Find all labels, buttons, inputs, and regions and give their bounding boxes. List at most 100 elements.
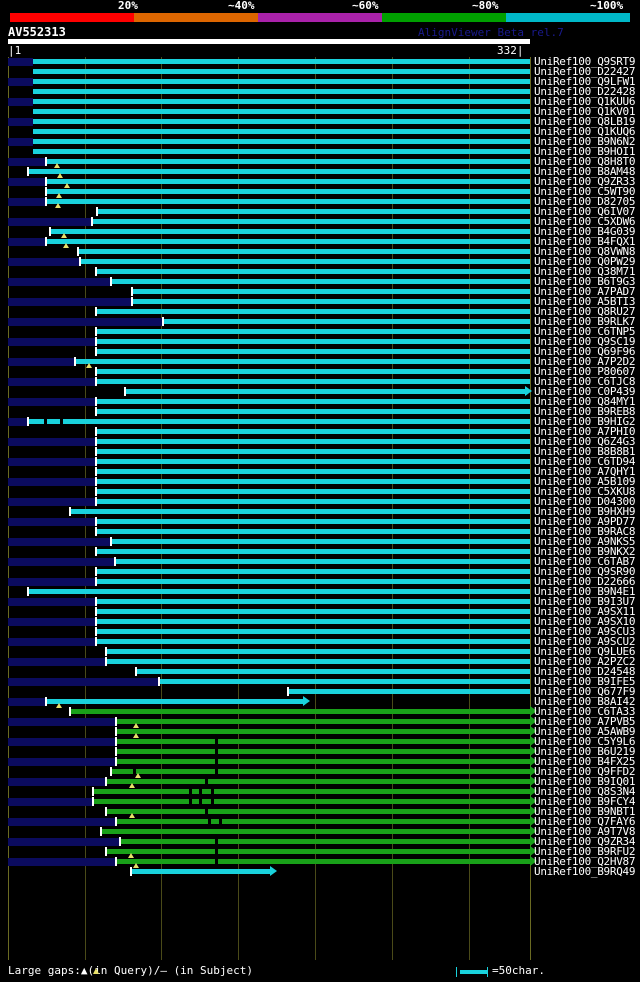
hsp-bar[interactable] <box>80 259 530 264</box>
hsp-bar[interactable] <box>33 129 530 134</box>
hit-label[interactable]: UniRef100_Q1KUQ6 <box>534 125 636 138</box>
hit-label[interactable]: UniRef100_B9NBT1 <box>534 805 636 818</box>
hit-label[interactable]: UniRef100_Q38M71 <box>534 265 636 278</box>
alignment-row[interactable]: UniRef100_P80607 <box>0 366 640 377</box>
alignment-row[interactable]: UniRef100_A7PAD7 <box>0 286 640 297</box>
hit-label[interactable]: UniRef100_B9REB8 <box>534 405 636 418</box>
alignment-row[interactable]: UniRef100_D22666 <box>0 575 640 588</box>
alignment-row[interactable]: UniRef100_Q9ZR33 <box>0 175 640 188</box>
hsp-bar[interactable] <box>125 389 525 394</box>
hsp-bar[interactable] <box>75 359 530 364</box>
hit-label[interactable]: UniRef100_B6T9G3 <box>534 275 636 288</box>
alignment-row[interactable]: UniRef100_B9HIG2 <box>0 415 640 428</box>
alignment-row[interactable]: UniRef100_B9FCY4 <box>0 796 640 807</box>
hit-label[interactable]: UniRef100_B9IFE5 <box>534 675 636 688</box>
hsp-bar[interactable] <box>93 789 530 794</box>
alignment-row[interactable]: UniRef100_Q6IV07 <box>0 205 640 218</box>
hsp-bar[interactable] <box>163 319 530 324</box>
alignment-row[interactable]: UniRef100_B9IQ01 <box>0 775 640 788</box>
hsp-bar[interactable] <box>46 199 530 204</box>
hit-label[interactable]: UniRef100_Q8RU27 <box>534 305 636 318</box>
alignment-row[interactable]: UniRef100_Q69F96 <box>0 346 640 357</box>
hsp-bar[interactable] <box>96 619 530 624</box>
hit-label[interactable]: UniRef100_B9HXH9 <box>534 505 636 518</box>
alignment-row[interactable]: UniRef100_B9N6N2 <box>0 136 640 147</box>
hit-label[interactable]: UniRef100_A2PZC2 <box>534 655 636 668</box>
hit-label[interactable]: UniRef100_Q6IV07 <box>534 205 636 218</box>
hsp-bar[interactable] <box>96 459 530 464</box>
hit-label[interactable]: UniRef100_C6TD94 <box>534 455 636 468</box>
alignment-row[interactable]: UniRef100_C6TA33 <box>0 705 640 718</box>
alignment-row[interactable]: UniRef100_B8AM48 <box>0 165 640 178</box>
hit-label[interactable]: UniRef100_B9RFU2 <box>534 845 636 858</box>
alignment-row[interactable]: UniRef100_A7PVB5 <box>0 716 640 728</box>
hsp-bar[interactable] <box>33 99 530 104</box>
alignment-row[interactable]: UniRef100_Q6Z4G3 <box>0 436 640 447</box>
alignment-row[interactable]: UniRef100_B6U219 <box>0 746 640 757</box>
hsp-bar[interactable] <box>96 499 530 504</box>
alignment-row[interactable]: UniRef100_B9RQ49 <box>0 866 640 877</box>
alignment-row[interactable]: UniRef100_B9RLK7 <box>0 316 640 327</box>
alignment-row[interactable]: UniRef100_A5B109 <box>0 476 640 487</box>
hsp-bar[interactable] <box>96 639 530 644</box>
hit-label[interactable]: UniRef100_A9SX10 <box>534 615 636 628</box>
alignment-row[interactable]: UniRef100_B9HXH9 <box>0 505 640 518</box>
hsp-bar[interactable] <box>96 469 530 474</box>
hit-label[interactable]: UniRef100_C6TA33 <box>534 705 636 718</box>
hit-label[interactable]: UniRef100_B9I3U7 <box>534 595 636 608</box>
hsp-bar[interactable] <box>116 859 530 864</box>
hsp-bar[interactable] <box>111 539 530 544</box>
hit-label[interactable]: UniRef100_D22666 <box>534 575 636 588</box>
hit-label[interactable]: UniRef100_B9IQ01 <box>534 775 636 788</box>
hit-label[interactable]: UniRef100_Q9LFW1 <box>534 75 636 88</box>
hsp-bar[interactable] <box>96 569 530 574</box>
hsp-bar[interactable] <box>106 659 530 664</box>
hsp-bar[interactable] <box>96 519 530 524</box>
alignment-row[interactable]: UniRef100_B9HOI1 <box>0 145 640 158</box>
alignment-row[interactable]: UniRef100_A9PD77 <box>0 516 640 527</box>
hsp-bar[interactable] <box>96 629 530 634</box>
hsp-bar[interactable] <box>46 699 303 704</box>
hsp-bar[interactable] <box>106 809 530 814</box>
hsp-bar[interactable] <box>96 549 530 554</box>
hit-label[interactable]: UniRef100_B8AM48 <box>534 165 636 178</box>
hsp-bar[interactable] <box>96 369 530 374</box>
hit-label[interactable]: UniRef100_B9HOI1 <box>534 145 636 158</box>
hit-label[interactable]: UniRef100_A9SCU3 <box>534 625 636 638</box>
hsp-bar[interactable] <box>46 239 530 244</box>
alignment-row[interactable]: UniRef100_Q1KUQ6 <box>0 125 640 138</box>
hit-label[interactable]: UniRef100_D04300 <box>534 495 636 508</box>
hit-label[interactable]: UniRef100_B9HIG2 <box>534 415 636 428</box>
hsp-bar[interactable] <box>93 799 530 804</box>
hsp-bar[interactable] <box>131 869 270 874</box>
hsp-bar[interactable] <box>96 609 530 614</box>
hsp-bar[interactable] <box>96 309 530 314</box>
hsp-bar[interactable] <box>116 739 530 744</box>
alignment-row[interactable]: UniRef100_A5AWB9 <box>0 726 640 738</box>
hsp-bar[interactable] <box>33 109 530 114</box>
hit-label[interactable]: UniRef100_C6TNP5 <box>534 325 636 338</box>
hit-label[interactable]: UniRef100_B9N4E1 <box>534 585 636 598</box>
alignment-row[interactable]: UniRef100_Q8RU27 <box>0 305 640 318</box>
hit-label[interactable]: UniRef100_Q9SC19 <box>534 335 636 348</box>
hit-label[interactable]: UniRef100_Q9ZR33 <box>534 175 636 188</box>
hit-label[interactable]: UniRef100_A7P2D2 <box>534 355 636 368</box>
hit-label[interactable]: UniRef100_B4FX25 <box>534 755 636 768</box>
hit-label[interactable]: UniRef100_C6TAB7 <box>534 555 636 568</box>
hit-label[interactable]: UniRef100_A7PHI0 <box>534 425 636 438</box>
hsp-bar[interactable] <box>96 439 530 444</box>
hit-label[interactable]: UniRef100_Q9LUE6 <box>534 645 636 658</box>
hsp-bar[interactable] <box>132 299 530 304</box>
hit-label[interactable]: UniRef100_B9NKX2 <box>534 545 636 558</box>
alignment-row[interactable]: UniRef100_A2PZC2 <box>0 655 640 668</box>
hit-label[interactable]: UniRef100_Q8H8T0 <box>534 155 636 168</box>
alignment-row[interactable]: UniRef100_D22428 <box>0 86 640 97</box>
alignment-row[interactable]: UniRef100_A5BTI3 <box>0 296 640 307</box>
hit-label[interactable]: UniRef100_C6TJC8 <box>534 375 636 388</box>
hsp-bar[interactable] <box>28 169 530 174</box>
alignment-row[interactable]: UniRef100_Q9SRT9 <box>0 56 640 67</box>
hit-label[interactable]: UniRef100_A7QHY1 <box>534 465 636 478</box>
hsp-bar[interactable] <box>96 409 530 414</box>
hsp-bar[interactable] <box>111 279 530 284</box>
hsp-bar[interactable] <box>33 139 530 144</box>
